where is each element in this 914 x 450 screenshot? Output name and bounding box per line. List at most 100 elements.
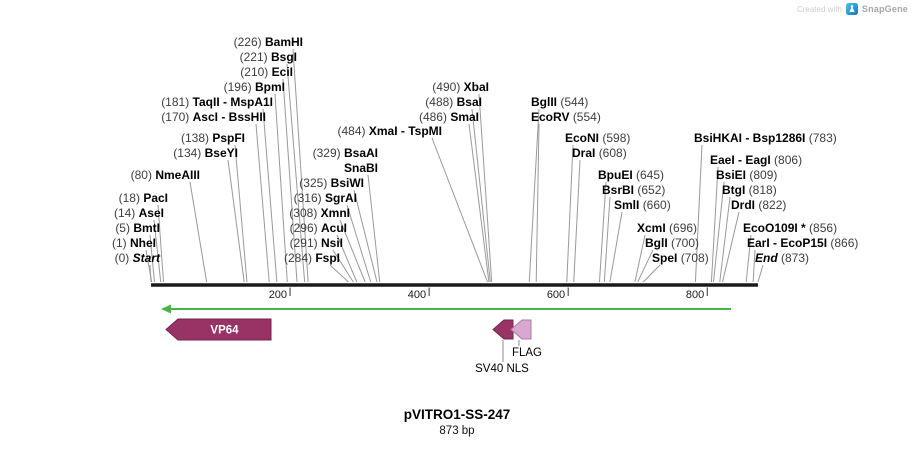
site-name: TaqII - MspA1I bbox=[192, 95, 273, 109]
site-name: End bbox=[755, 251, 778, 265]
site-name: SmaI bbox=[450, 110, 479, 124]
ruler-tick-label: 800 bbox=[686, 289, 704, 301]
enzyme-site-ecoo109i[interactable]: EcoO109I * (856) bbox=[743, 222, 837, 235]
enzyme-site-ecorv[interactable]: EcoRV (554) bbox=[531, 111, 601, 124]
enzyme-site-sgrai[interactable]: (316) SgrAI bbox=[294, 192, 357, 205]
site-name: XmaI - TspMI bbox=[368, 124, 442, 138]
enzyme-site-asei[interactable]: (14) AseI bbox=[114, 207, 164, 220]
enzyme-site-paci[interactable]: (18) PacI bbox=[119, 192, 168, 205]
enzyme-site-bsgi[interactable]: (221) BsgI bbox=[240, 51, 297, 64]
leader-line bbox=[745, 234, 752, 283]
site-position: (486) bbox=[418, 110, 447, 124]
site-position: (329) bbox=[312, 146, 341, 160]
site-name: BpuEI bbox=[598, 168, 633, 182]
enzyme-site-econi[interactable]: EcoNI (598) bbox=[565, 132, 630, 145]
site-name: NsiI bbox=[320, 236, 343, 250]
enzyme-site-btgi[interactable]: BtgI (818) bbox=[722, 184, 777, 197]
enzyme-site-taqii-mspa1i[interactable]: (181) TaqII - MspA1I bbox=[161, 96, 273, 109]
leader-line bbox=[694, 144, 703, 283]
leader-line bbox=[528, 108, 540, 283]
enzyme-site-bsiwi[interactable]: (325) BsiWI bbox=[299, 177, 364, 190]
enzyme-site-ecii[interactable]: (210) EciI bbox=[240, 66, 293, 79]
feature-sv40-nls-arrow[interactable] bbox=[492, 319, 514, 340]
ruler-tick-label: 400 bbox=[408, 289, 426, 301]
site-name: XcmI bbox=[637, 221, 666, 235]
feature-vp64-arrow[interactable] bbox=[165, 318, 272, 341]
enzyme-site-nhei[interactable]: (1) NheI bbox=[112, 237, 156, 250]
enzyme-site-bglii[interactable]: BglII (544) bbox=[531, 96, 588, 109]
enzyme-site-nsii[interactable]: (291) NsiI bbox=[290, 237, 343, 250]
enzyme-site-bpmi[interactable]: (196) BpmI bbox=[224, 81, 285, 94]
enzyme-site-drai[interactable]: DraI (608) bbox=[572, 147, 627, 160]
leader-line bbox=[598, 181, 607, 283]
enzyme-site-smai[interactable]: (486) SmaI bbox=[419, 111, 479, 124]
site-name: SnaBI bbox=[343, 161, 378, 175]
enzyme-site-bgli[interactable]: BglI (700) bbox=[645, 237, 699, 250]
enzyme-site-bsrbi[interactable]: BsrBI (652) bbox=[602, 184, 665, 197]
feature-flag-label[interactable]: FLAG bbox=[512, 347, 542, 359]
leader-line bbox=[346, 204, 372, 283]
enzyme-site-bsai[interactable]: (488) BsaI bbox=[425, 96, 482, 109]
map-length: 873 bp bbox=[439, 425, 475, 437]
enzyme-site-xcmi[interactable]: XcmI (696) bbox=[637, 222, 697, 235]
enzyme-site-acui[interactable]: (296) AcuI bbox=[290, 222, 347, 235]
site-name: BmtI bbox=[133, 221, 160, 235]
enzyme-site-bseyi[interactable]: (134) BseYI bbox=[173, 147, 238, 160]
snapgene-logo-icon bbox=[845, 3, 858, 15]
enzyme-site-bsihkai-bsp1286i[interactable]: BsiHKAI - Bsp1286I (783) bbox=[694, 132, 837, 145]
site-position: (291) bbox=[289, 236, 318, 250]
site-position: (484) bbox=[337, 124, 366, 138]
site-name: PacI bbox=[143, 191, 168, 205]
site-name: Start bbox=[132, 251, 160, 265]
site-name: BglII bbox=[531, 95, 557, 109]
enzyme-site-bsiei[interactable]: BsiEI (809) bbox=[716, 169, 777, 182]
leader-line bbox=[713, 181, 725, 283]
leader-line bbox=[573, 159, 581, 283]
site-position: (1) bbox=[111, 236, 127, 250]
site-position: (554) bbox=[572, 110, 601, 124]
leader-line bbox=[227, 159, 245, 283]
site-position: (645) bbox=[636, 168, 665, 182]
enzyme-site-pspfi[interactable]: (138) PspFI bbox=[181, 132, 245, 145]
enzyme-site-smli[interactable]: SmlI (660) bbox=[614, 199, 671, 212]
leader-line bbox=[353, 189, 378, 283]
feature-flag-arrow[interactable] bbox=[510, 319, 532, 340]
enzyme-site-xmni[interactable]: (308) XmnI bbox=[289, 207, 350, 220]
enzyme-site-bpuei[interactable]: BpuEI (645) bbox=[598, 169, 664, 182]
site-position: (544) bbox=[560, 95, 589, 109]
site-position: (660) bbox=[642, 198, 671, 212]
leader-line bbox=[757, 264, 764, 283]
site-name: BsrBI bbox=[602, 183, 635, 197]
enzyme-site-eari-ecop15i[interactable]: EarI - EcoP15I (866) bbox=[747, 237, 858, 250]
orf-frame-arrowhead[interactable] bbox=[161, 304, 171, 314]
enzyme-site-nmeaiii[interactable]: (80) NmeAIII bbox=[131, 169, 200, 182]
leader-line bbox=[189, 181, 208, 283]
leader-line bbox=[634, 234, 646, 283]
enzyme-site-snabi[interactable]: SnaBI bbox=[344, 162, 378, 175]
site-name: BsiWI bbox=[330, 176, 364, 190]
enzyme-site-xbai[interactable]: (490) XbaI bbox=[432, 81, 489, 94]
feature-sv40-nls-label[interactable]: SV40 NLS bbox=[475, 363, 529, 375]
leader-line bbox=[710, 166, 719, 283]
enzyme-site-bmti[interactable]: (5) BmtI bbox=[115, 222, 160, 235]
leader-line bbox=[153, 219, 162, 283]
enzyme-site-fspi[interactable]: (284) FspI bbox=[284, 252, 340, 265]
enzyme-site-bamhi[interactable]: (226) BamHI bbox=[234, 36, 303, 49]
enzyme-site-bsaai[interactable]: (329) BsaAI bbox=[313, 147, 378, 160]
enzyme-site-spei[interactable]: SpeI (708) bbox=[652, 252, 709, 265]
enzyme-site-asci-bsshii[interactable]: (170) AscI - BssHII bbox=[161, 111, 266, 124]
enzyme-site-eaei-eagi[interactable]: EaeI - EagI (806) bbox=[710, 154, 802, 167]
enzyme-site-drdi[interactable]: DrdI (822) bbox=[731, 199, 786, 212]
site-name: XmnI bbox=[320, 206, 350, 220]
site-position: (488) bbox=[425, 95, 454, 109]
enzyme-site-xmai-tspmi[interactable]: (484) XmaI - TspMI bbox=[338, 125, 442, 138]
leader-line bbox=[719, 196, 731, 283]
site-name: AcuI bbox=[320, 221, 347, 235]
leader-line bbox=[234, 144, 248, 283]
site-name: BpmI bbox=[255, 80, 285, 94]
site-name: EciI bbox=[271, 65, 293, 79]
map-title: pVITRO1-SS-247 bbox=[403, 407, 511, 422]
site-name: BglI bbox=[645, 236, 668, 250]
leader-line bbox=[722, 211, 740, 283]
